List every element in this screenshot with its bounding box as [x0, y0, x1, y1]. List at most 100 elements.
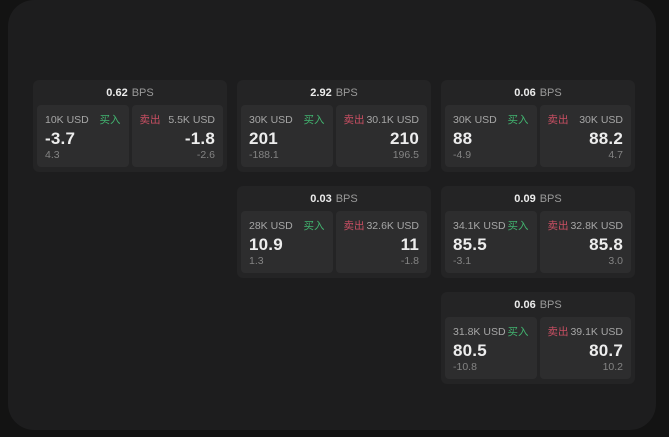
buy-side-label: 买入	[303, 220, 325, 232]
card-header: 0.06 BPS	[441, 80, 635, 105]
sell-delta: 10.2	[602, 361, 623, 373]
sell-panel-top: 卖出 39.1K USD	[548, 324, 624, 339]
sell-amount: 39.1K USD	[570, 325, 623, 338]
sell-side-label: 卖出	[343, 114, 365, 126]
sell-amount: 32.6K USD	[366, 219, 419, 232]
bps-value: 0.09	[514, 192, 536, 205]
buy-side-label: 买入	[507, 114, 529, 126]
sell-price: 210	[390, 128, 419, 148]
sell-panel[interactable]: 卖出 32.6K USD 11 -1.8	[335, 211, 427, 273]
bps-unit-label: BPS	[539, 298, 562, 311]
sell-panel[interactable]: 卖出 30K USD 88.2 4.7	[539, 105, 631, 167]
sell-amount: 5.5K USD	[168, 113, 215, 126]
buy-amount: 28K USD	[249, 219, 293, 232]
buy-sell-panels: 30K USD 买入 201 -188.1 卖出 30.1K USD 210 1…	[237, 105, 431, 172]
bps-value: 0.62	[106, 86, 128, 99]
buy-panel-top: 28K USD 买入	[249, 218, 325, 233]
sell-side-label: 卖出	[547, 326, 569, 338]
sell-panel[interactable]: 卖出 39.1K USD 80.7 10.2	[539, 317, 631, 379]
bps-value: 0.06	[514, 298, 536, 311]
sell-panel[interactable]: 卖出 30.1K USD 210 196.5	[335, 105, 427, 167]
quote-card: 0.03 BPS 28K USD 买入 10.9 1.3 卖出 32.6K US…	[237, 186, 431, 278]
buy-price: 201	[249, 128, 278, 148]
bps-unit-label: BPS	[335, 86, 358, 99]
bps-unit-label: BPS	[539, 192, 562, 205]
buy-panel[interactable]: 31.8K USD 买入 80.5 -10.8	[445, 317, 537, 379]
buy-sell-panels: 28K USD 买入 10.9 1.3 卖出 32.6K USD 11 -1.8	[237, 211, 431, 278]
sell-price: -1.8	[184, 128, 215, 148]
buy-panel[interactable]: 30K USD 买入 201 -188.1	[241, 105, 333, 167]
sell-panel-top: 卖出 32.6K USD	[344, 218, 420, 233]
buy-price: 80.5	[453, 340, 487, 360]
bps-unit-label: BPS	[335, 192, 358, 205]
sell-delta: -1.8	[400, 255, 419, 267]
card-header: 0.09 BPS	[441, 186, 635, 211]
buy-price: 88	[453, 128, 473, 148]
sell-side-label: 卖出	[547, 220, 569, 232]
buy-sell-panels: 10K USD 买入 -3.7 4.3 卖出 5.5K USD -1.8 -2.…	[33, 105, 227, 172]
buy-panel[interactable]: 34.1K USD 买入 85.5 -3.1	[445, 211, 537, 273]
buy-sell-panels: 30K USD 买入 88 -4.9 卖出 30K USD 88.2 4.7	[441, 105, 635, 172]
card-header: 0.06 BPS	[441, 292, 635, 317]
buy-amount: 10K USD	[45, 113, 89, 126]
buy-delta: 1.3	[249, 255, 264, 267]
buy-panel[interactable]: 28K USD 买入 10.9 1.3	[241, 211, 333, 273]
buy-price: 85.5	[453, 234, 487, 254]
sell-delta: 196.5	[392, 149, 419, 161]
buy-panel[interactable]: 10K USD 买入 -3.7 4.3	[37, 105, 129, 167]
sell-panel-top: 卖出 5.5K USD	[140, 112, 216, 127]
buy-side-label: 买入	[99, 114, 121, 126]
sell-amount: 32.8K USD	[570, 219, 623, 232]
buy-amount: 31.8K USD	[453, 325, 506, 338]
buy-sell-panels: 31.8K USD 买入 80.5 -10.8 卖出 39.1K USD 80.…	[441, 317, 635, 384]
quote-card: 2.92 BPS 30K USD 买入 201 -188.1 卖出 30.1K …	[237, 80, 431, 172]
quote-grid: 0.62 BPS 10K USD 买入 -3.7 4.3 卖出 5.5K USD…	[33, 80, 635, 384]
buy-side-label: 买入	[303, 114, 325, 126]
sell-delta: -2.6	[196, 149, 215, 161]
quote-card: 0.06 BPS 30K USD 买入 88 -4.9 卖出 30K USD 8…	[441, 80, 635, 172]
sell-amount: 30K USD	[579, 113, 623, 126]
sell-side-label: 卖出	[547, 114, 569, 126]
buy-panel-top: 34.1K USD 买入	[453, 218, 529, 233]
card-header: 0.03 BPS	[237, 186, 431, 211]
buy-panel[interactable]: 30K USD 买入 88 -4.9	[445, 105, 537, 167]
bps-unit-label: BPS	[539, 86, 562, 99]
card-header: 2.92 BPS	[237, 80, 431, 105]
sell-panel[interactable]: 卖出 32.8K USD 85.8 3.0	[539, 211, 631, 273]
card-header: 0.62 BPS	[33, 80, 227, 105]
quote-card: 0.09 BPS 34.1K USD 买入 85.5 -3.1 卖出 32.8K…	[441, 186, 635, 278]
sell-delta: 3.0	[608, 255, 623, 267]
buy-panel-top: 31.8K USD 买入	[453, 324, 529, 339]
sell-side-label: 卖出	[343, 220, 365, 232]
sell-panel[interactable]: 卖出 5.5K USD -1.8 -2.6	[131, 105, 223, 167]
buy-amount: 34.1K USD	[453, 219, 506, 232]
bps-value: 0.06	[514, 86, 536, 99]
buy-panel-top: 10K USD 买入	[45, 112, 121, 127]
sell-side-label: 卖出	[139, 114, 161, 126]
quote-card: 0.06 BPS 31.8K USD 买入 80.5 -10.8 卖出 39.1…	[441, 292, 635, 384]
buy-side-label: 买入	[507, 326, 529, 338]
sell-amount: 30.1K USD	[366, 113, 419, 126]
sell-price: 88.2	[589, 128, 623, 148]
buy-amount: 30K USD	[453, 113, 497, 126]
buy-price: -3.7	[45, 128, 76, 148]
bps-value: 2.92	[310, 86, 332, 99]
sell-panel-top: 卖出 30K USD	[548, 112, 624, 127]
buy-panel-top: 30K USD 买入	[453, 112, 529, 127]
buy-delta: -10.8	[453, 361, 477, 373]
buy-sell-panels: 34.1K USD 买入 85.5 -3.1 卖出 32.8K USD 85.8…	[441, 211, 635, 278]
buy-price: 10.9	[249, 234, 283, 254]
sell-panel-top: 卖出 30.1K USD	[344, 112, 420, 127]
sell-price: 80.7	[589, 340, 623, 360]
sell-price: 11	[400, 234, 419, 254]
buy-delta: -3.1	[453, 255, 472, 267]
bps-unit-label: BPS	[131, 86, 154, 99]
buy-side-label: 买入	[507, 220, 529, 232]
sell-price: 85.8	[589, 234, 623, 254]
buy-delta: -188.1	[249, 149, 279, 161]
buy-panel-top: 30K USD 买入	[249, 112, 325, 127]
main-panel: 0.62 BPS 10K USD 买入 -3.7 4.3 卖出 5.5K USD…	[8, 0, 656, 430]
buy-delta: -4.9	[453, 149, 472, 161]
sell-delta: 4.7	[608, 149, 623, 161]
bps-value: 0.03	[310, 192, 332, 205]
